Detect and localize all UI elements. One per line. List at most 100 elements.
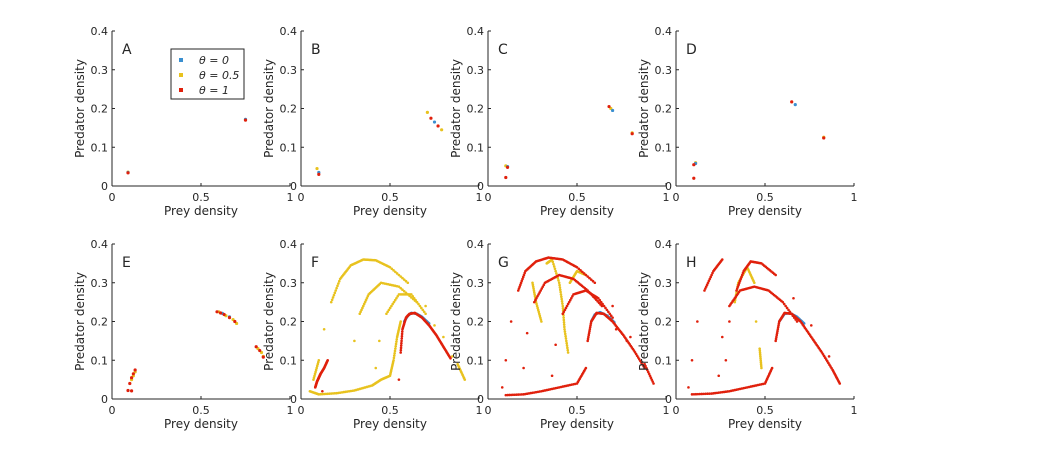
- data-point: [243, 118, 248, 122]
- data-point: [388, 306, 392, 310]
- data-point: [553, 267, 557, 271]
- data-point: [532, 287, 535, 290]
- data-point: [724, 358, 728, 362]
- data-point: [394, 347, 397, 350]
- y-axis-label: Predator density: [449, 59, 463, 158]
- data-point: [775, 331, 779, 335]
- data-point: [822, 136, 826, 140]
- data-point: [504, 358, 508, 362]
- y-tick-label: 0.2: [280, 103, 298, 116]
- data-point: [558, 283, 561, 287]
- data-point: [567, 300, 571, 304]
- data-point: [531, 285, 535, 288]
- data-point: [794, 318, 797, 321]
- panel-d: 0 0.1 0.2 0.3 0.4 0 0.5 1 Prey density Predator d…: [637, 25, 858, 218]
- data-point: [126, 388, 130, 393]
- data-point: [254, 345, 258, 349]
- data-point: [577, 267, 581, 271]
- data-point: [564, 337, 568, 340]
- data-point: [760, 366, 763, 370]
- data-point: [442, 335, 445, 339]
- y-axis-label: Predator density: [637, 272, 651, 371]
- panel-e: 0 0.1 0.2 0.3 0.4 0 0.5 1 Prey density Predator d…: [73, 238, 294, 431]
- data-point: [593, 281, 597, 285]
- data-point: [400, 337, 404, 340]
- data-point: [555, 272, 558, 275]
- x-tick-label: 1: [476, 191, 483, 204]
- data-point: [704, 285, 708, 288]
- data-point: [588, 326, 592, 329]
- data-point: [579, 269, 582, 272]
- panel-letter: H: [686, 255, 697, 271]
- x-tick-label: 0.5: [568, 404, 586, 417]
- data-point: [536, 295, 539, 298]
- data-point: [330, 298, 334, 302]
- data-point: [401, 288, 404, 292]
- x-tick-label: 0.5: [756, 191, 774, 204]
- data-point: [775, 333, 779, 337]
- data-point: [708, 277, 712, 281]
- y-tick-label: 0.4: [467, 238, 485, 251]
- data-point: [560, 295, 563, 299]
- data-point: [629, 335, 632, 339]
- data-point: [390, 304, 393, 308]
- data-point: [396, 295, 399, 298]
- data-point: [418, 304, 422, 308]
- data-point: [648, 374, 652, 378]
- data-point: [690, 393, 694, 396]
- y-tick-label: 0.2: [655, 103, 673, 116]
- data-point: [790, 312, 793, 316]
- data-point: [222, 312, 226, 317]
- y-tick-label: 0.1: [91, 141, 109, 154]
- data-point: [429, 116, 433, 120]
- data-point: [557, 279, 560, 282]
- data-point: [791, 314, 795, 317]
- data-point: [566, 351, 570, 354]
- data-point: [728, 320, 731, 323]
- data-point: [365, 296, 369, 300]
- data-point: [390, 267, 394, 271]
- data-point: [584, 273, 588, 277]
- x-tick-label: 1: [663, 404, 670, 417]
- y-tick-label: 0.2: [91, 103, 109, 116]
- data-point: [504, 175, 508, 180]
- data-point: [643, 366, 646, 370]
- y-tick-label: 0.4: [655, 25, 673, 38]
- data-point: [420, 306, 423, 310]
- data-point: [532, 300, 536, 304]
- data-point: [759, 355, 762, 358]
- data-point: [391, 302, 394, 306]
- data-point: [337, 279, 341, 283]
- y-tick-label: 0: [290, 393, 297, 406]
- data-point: [400, 332, 404, 336]
- data-point: [509, 320, 513, 323]
- data-point: [586, 337, 590, 341]
- data-point: [322, 327, 326, 331]
- data-point: [709, 275, 713, 279]
- data-point: [708, 392, 711, 395]
- y-axis-label: Predator density: [73, 272, 87, 371]
- data-point: [588, 329, 591, 333]
- data-point: [353, 339, 356, 343]
- data-point: [561, 312, 565, 316]
- data-point: [336, 284, 339, 288]
- data-point: [588, 327, 592, 331]
- y-axis-label: Predator density: [637, 59, 651, 158]
- panel-letter: C: [498, 42, 508, 58]
- data-point: [643, 362, 646, 366]
- x-tick-label: 1: [476, 404, 483, 417]
- data-point: [386, 310, 389, 314]
- data-point: [537, 293, 540, 296]
- data-point: [400, 339, 403, 343]
- x-tick-label: 1: [851, 191, 858, 204]
- y-tick-label: 0.4: [91, 25, 109, 38]
- data-point: [334, 289, 338, 292]
- data-point: [785, 306, 789, 310]
- data-point: [759, 364, 763, 368]
- data-point: [809, 324, 813, 327]
- data-point: [425, 110, 429, 114]
- panel-a: 0 0.1 0.2 0.3 0.4 0 0.5 1 Prey density Predator d…: [73, 25, 294, 218]
- data-point: [792, 296, 795, 300]
- data-point: [651, 380, 654, 383]
